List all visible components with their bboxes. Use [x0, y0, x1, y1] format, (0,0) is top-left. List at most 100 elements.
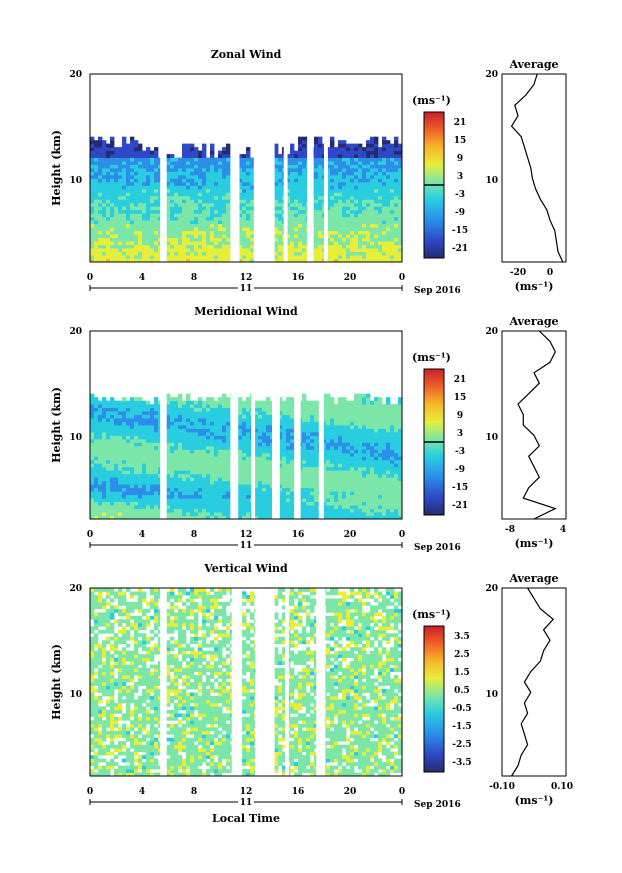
heatmap-cell: [342, 400, 347, 405]
heatmap-cell: [106, 241, 111, 245]
heatmap-cell: [214, 185, 219, 190]
heatmap-cell: [90, 470, 95, 475]
heatmap-cell: [154, 480, 159, 485]
heatmap-cell: [150, 230, 155, 235]
heatmap-cell: [326, 178, 331, 183]
heatmap-cell: [126, 498, 131, 502]
heatmap-cell: [126, 491, 131, 496]
heatmap-cell: [138, 220, 143, 225]
heatmap-cell: [290, 397, 295, 402]
heatmap-cell: [382, 230, 387, 235]
heatmap-cell: [150, 414, 155, 419]
heatmap-cell: [246, 484, 251, 489]
heatmap-cell: [358, 164, 363, 169]
heatmap-cell: [354, 494, 359, 499]
heatmap-cell: [138, 255, 143, 259]
heatmap-cell: [182, 480, 187, 485]
heatmap-cell: [110, 154, 115, 158]
heatmap-cell: [246, 234, 251, 239]
heatmap-cell: [302, 494, 307, 499]
heatmap-cell: [98, 241, 103, 245]
heatmap-cell: [334, 431, 339, 436]
heatmap-cell: [178, 428, 183, 433]
heatmap-cell: [302, 515, 307, 520]
heatmap-cell: [346, 220, 351, 225]
heatmap-cell: [206, 223, 211, 228]
heatmap-cell: [198, 418, 203, 422]
heatmap-cell: [322, 491, 327, 496]
heatmap-cell: [194, 456, 199, 461]
heatmap-cell: [262, 484, 267, 489]
heatmap-cell: [290, 487, 295, 492]
heatmap-cell: [398, 216, 403, 221]
heatmap-cell: [302, 435, 307, 440]
heatmap-cell: [170, 498, 175, 502]
heatmap-cell: [282, 512, 287, 516]
heatmap-cell: [94, 512, 99, 516]
heatmap-cell: [322, 470, 327, 475]
heatmap-cell: [238, 181, 243, 186]
heatmap-cell: [322, 463, 327, 468]
heatmap-cell: [374, 157, 379, 162]
heatmap-cell: [254, 414, 259, 419]
heatmap-cell: [182, 484, 187, 489]
heatmap-cell: [338, 202, 343, 207]
heatmap-cell: [118, 220, 123, 225]
heatmap-cell: [370, 154, 375, 158]
heatmap-cell: [122, 251, 127, 256]
heatmap-cell: [318, 223, 323, 228]
heatmap-cell: [142, 255, 147, 259]
heatmap-cell: [306, 498, 311, 502]
heatmap-cell: [106, 154, 111, 158]
heatmap-cell: [246, 161, 251, 165]
heatmap-cell: [246, 209, 251, 214]
heatmap-cell: [214, 452, 219, 457]
heatmap-cell: [246, 442, 251, 447]
heatmap-cell: [290, 512, 295, 516]
heatmap-cell: [198, 251, 203, 256]
heatmap-cell: [258, 411, 263, 415]
heatmap-cell: [226, 223, 231, 228]
heatmap-cell: [374, 192, 379, 197]
heatmap-cell: [350, 414, 355, 419]
heatmap-cell: [290, 400, 295, 405]
heatmap-cell: [98, 255, 103, 259]
heatmap-cell: [342, 150, 347, 155]
heatmap-cell: [154, 407, 159, 412]
heatmap-cell: [186, 442, 191, 447]
heatmap-cell: [110, 216, 115, 221]
heatmap-cell: [146, 459, 151, 464]
heatmap-cell: [98, 452, 103, 457]
heatmap-cell: [178, 505, 183, 509]
heatmap-cell: [106, 421, 111, 426]
heatmap-cell: [302, 505, 307, 509]
heatmap-cell: [190, 181, 195, 186]
heatmap-cell: [338, 487, 343, 492]
heatmap-cell: [110, 445, 115, 450]
heatmap-cell: [222, 202, 227, 207]
heatmap-cell: [262, 515, 267, 520]
heatmap-cell: [170, 480, 175, 485]
heatmap-cell: [322, 438, 327, 443]
heatmap-cell: [222, 404, 227, 408]
heatmap-cell: [346, 484, 351, 489]
heatmap-cell: [190, 251, 195, 256]
heatmap-cell: [166, 185, 171, 190]
heatmap-cell: [326, 484, 331, 489]
heatmap-cell: [394, 195, 399, 200]
heatmap-cell: [94, 154, 99, 158]
colorbar-tick: 9: [457, 154, 463, 164]
heatmap-cell: [382, 248, 387, 252]
heatmap-cell: [246, 202, 251, 207]
heatmap-cell: [210, 213, 215, 218]
heatmap-cell: [146, 227, 151, 232]
heatmap-cell: [202, 445, 207, 450]
heatmap-cell: [370, 230, 375, 235]
heatmap-cell: [222, 147, 227, 151]
heatmap-cell: [146, 258, 151, 263]
heatmap-cell: [346, 456, 351, 461]
heatmap-cell: [118, 431, 123, 436]
heatmap-cell: [386, 202, 391, 207]
heatmap-cell: [174, 178, 179, 183]
heatmap-cell: [186, 435, 191, 440]
